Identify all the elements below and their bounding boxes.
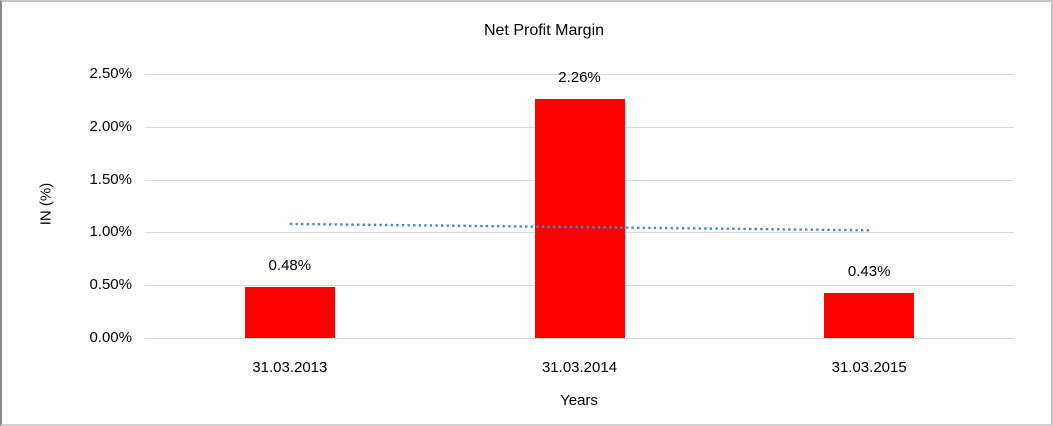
- bar-31.03.2015: [824, 292, 915, 338]
- bar-data-label: 2.26%: [558, 69, 601, 87]
- x-tick-label: 31.03.2014: [541, 359, 618, 376]
- gridline: [145, 338, 1014, 339]
- bar-data-label: 0.48%: [268, 257, 312, 275]
- x-axis-title: Years: [560, 392, 598, 409]
- bar-data-label: 0.43%: [847, 262, 891, 280]
- x-tick-label: 31.03.2015: [831, 359, 907, 376]
- bar-31.03.2014: [534, 99, 625, 338]
- y-tick-label: 2.50%: [89, 65, 132, 82]
- y-tick-label: 0.50%: [89, 276, 132, 294]
- y-tick-label: 2.00%: [89, 117, 132, 135]
- trendline-path: [289, 222, 870, 232]
- y-tick-label: 0.00%: [89, 329, 132, 346]
- x-tick-label: 31.03.2013: [252, 359, 328, 376]
- chart-title: Net Profit Margin: [483, 22, 605, 39]
- gridline: [145, 74, 1014, 75]
- y-tick-label: 1.00%: [89, 223, 132, 241]
- bar-31.03.2013: [244, 287, 335, 338]
- y-tick-label: 1.50%: [89, 170, 132, 188]
